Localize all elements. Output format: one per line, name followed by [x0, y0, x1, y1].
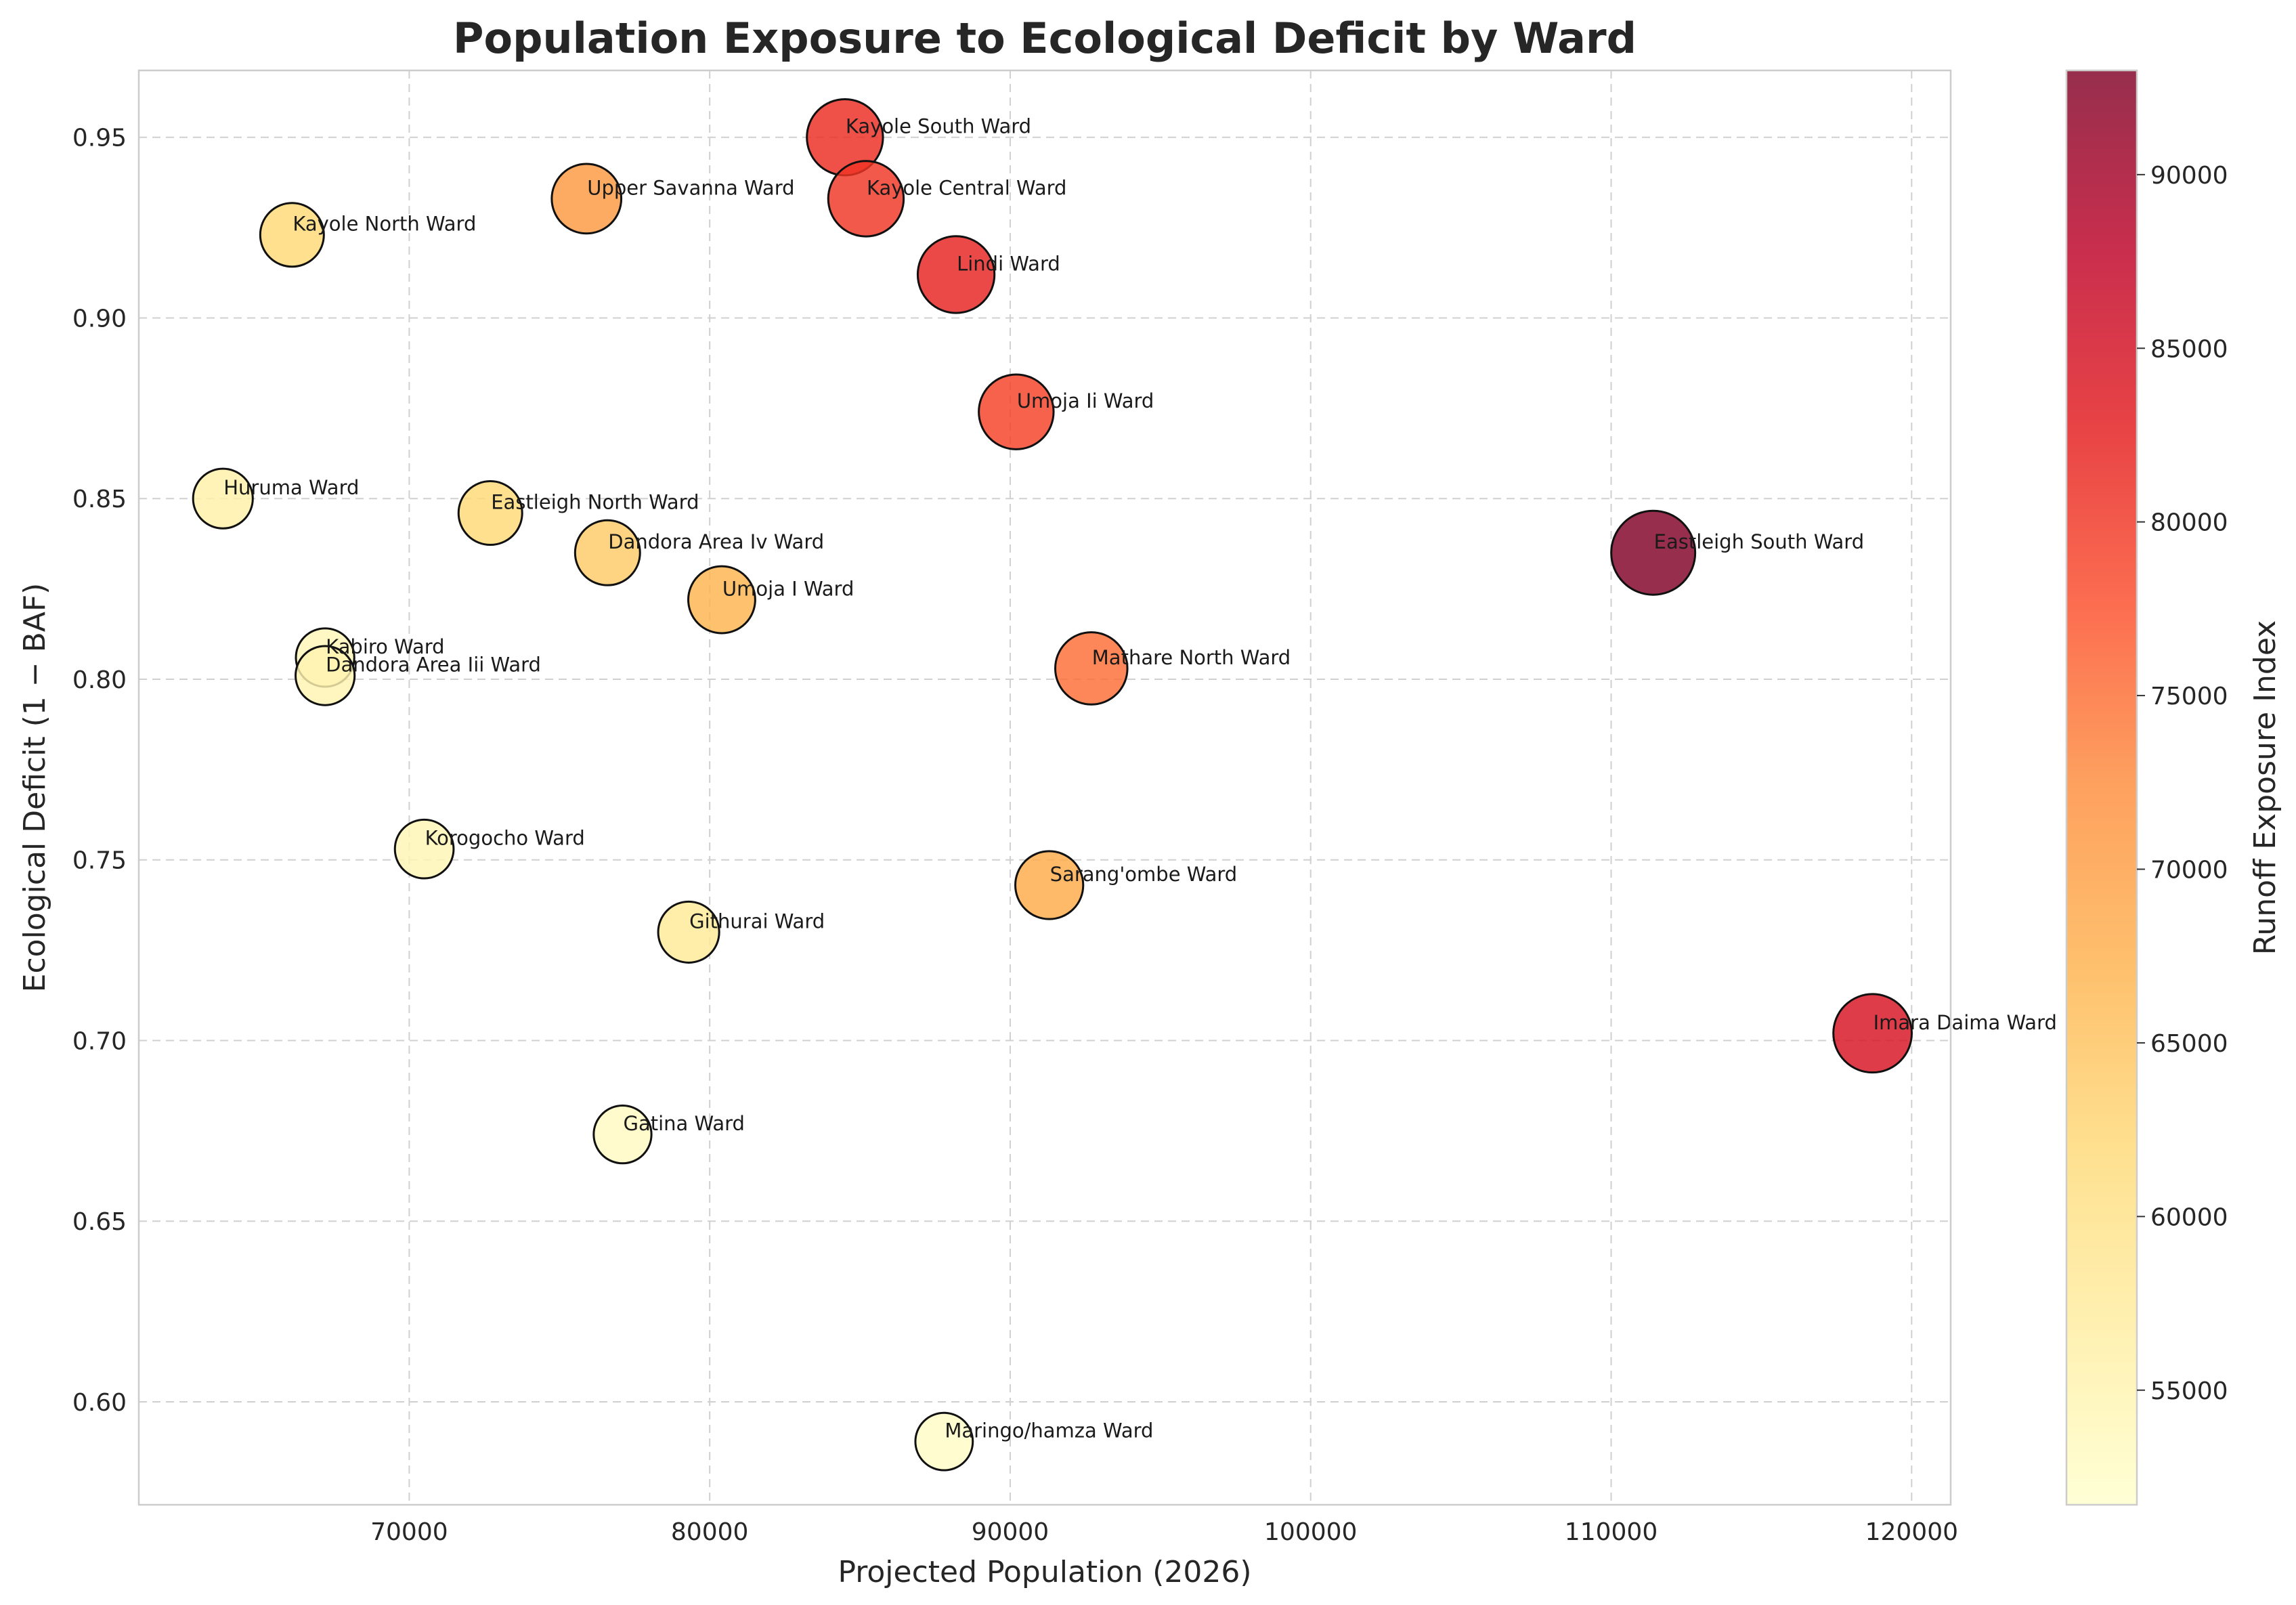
scatter-point: [592, 1105, 653, 1165]
point-label: Imara Daima Ward: [1873, 1011, 2057, 1034]
point-label: Lindi Ward: [957, 252, 1060, 275]
y-tick-label: 0.70: [72, 1027, 127, 1055]
colorbar-tick-label: 85000: [2150, 335, 2228, 363]
y-tick-label: 0.75: [72, 847, 127, 875]
colorbar-tick-label: 65000: [2150, 1030, 2228, 1058]
points: [192, 98, 1913, 1472]
colorbar: [2065, 69, 2138, 1506]
scatter-point: [295, 645, 356, 706]
colorbar-tick-label: 70000: [2150, 857, 2228, 884]
point-label: Dandora Area Iv Ward: [608, 530, 824, 553]
y-tick-label: 0.80: [72, 666, 127, 694]
colorbar-tick-label: 55000: [2150, 1377, 2228, 1405]
point-label: Githurai Ward: [689, 909, 825, 933]
x-tick-label: 110000: [1565, 1518, 1658, 1546]
x-tick-label: 70000: [370, 1518, 448, 1546]
point-label: Sarang'ombe Ward: [1050, 863, 1238, 886]
y-axis-ticks: 0.60 0.65 0.70 0.75 0.80 0.85 0.90 0.95: [72, 125, 127, 1417]
x-axis-label: Projected Population (2026): [838, 1555, 1252, 1589]
x-tick-label: 80000: [671, 1518, 749, 1546]
point-label: Umoja Ii Ward: [1017, 389, 1154, 412]
scatter-point: [914, 1411, 974, 1472]
scatter-point: [550, 163, 623, 235]
point-label: Kayole South Ward: [846, 115, 1031, 138]
point-label: Maringo/hamza Ward: [945, 1419, 1153, 1442]
y-tick-label: 0.90: [72, 305, 127, 333]
x-axis-ticks: 70000 80000 90000 100000 110000 120000: [370, 1518, 1958, 1546]
scatter-point: [978, 373, 1055, 450]
colorbar-label: Runoff Exposure Index: [2248, 620, 2282, 955]
point-label: Kabiro Ward: [326, 635, 444, 658]
scatter-point: [657, 900, 720, 964]
scatter-point: [916, 235, 996, 314]
chart-title: Population Exposure to Ecological Defici…: [453, 14, 1637, 63]
y-tick-label: 0.95: [72, 125, 127, 152]
colorbar-tick-label: 60000: [2150, 1203, 2228, 1231]
y-tick-label: 0.65: [72, 1208, 127, 1236]
colorbar-tick-label: 90000: [2150, 162, 2228, 190]
point-label: Eastleigh North Ward: [491, 491, 699, 514]
colorbar-tick-label: 80000: [2150, 509, 2228, 537]
scatter-point: [573, 519, 641, 586]
grid: [139, 70, 1951, 1505]
point-label: Korogocho Ward: [425, 827, 585, 850]
x-tick-label: 100000: [1264, 1518, 1357, 1546]
plot-frame: [137, 69, 1952, 1506]
colorbar-ticks: 55000 60000 65000 70000 75000 80000 85000 90000: [2137, 162, 2228, 1405]
scatter-point: [1610, 509, 1697, 596]
point-label: Umoja I Ward: [722, 578, 854, 601]
point-label: Mathare North Ward: [1092, 646, 1291, 669]
point-label: Gatina Ward: [623, 1112, 744, 1135]
scatter-point: [259, 202, 325, 268]
point-label: Eastleigh South Ward: [1654, 530, 1864, 553]
point-label: Upper Savanna Ward: [587, 176, 794, 199]
y-axis-label: Ecological Deficit (1 − BAF): [18, 583, 52, 993]
x-tick-label: 120000: [1865, 1518, 1958, 1546]
scatter-point: [1832, 993, 1913, 1074]
scatter-point: [393, 818, 455, 880]
point-label: Dandora Area Iii Ward: [326, 654, 541, 677]
scatter-point: [192, 467, 254, 530]
colorbar-tick-label: 75000: [2150, 683, 2228, 710]
point-labels: Kayole South Ward Upper Savanna Ward Kayol…: [223, 115, 2057, 1442]
scatter-point: [1014, 850, 1085, 920]
y-tick-label: 0.85: [72, 486, 127, 513]
point-label: Kayole North Ward: [293, 213, 476, 236]
x-tick-label: 90000: [972, 1518, 1049, 1546]
scatter-point: [827, 160, 905, 238]
scatter-point: [687, 565, 756, 635]
scatter-point: [1054, 631, 1129, 706]
point-label: Kayole Central Ward: [867, 176, 1067, 199]
scatter-point: [457, 480, 523, 547]
y-tick-label: 0.60: [72, 1389, 127, 1417]
point-label: Huruma Ward: [223, 476, 359, 499]
